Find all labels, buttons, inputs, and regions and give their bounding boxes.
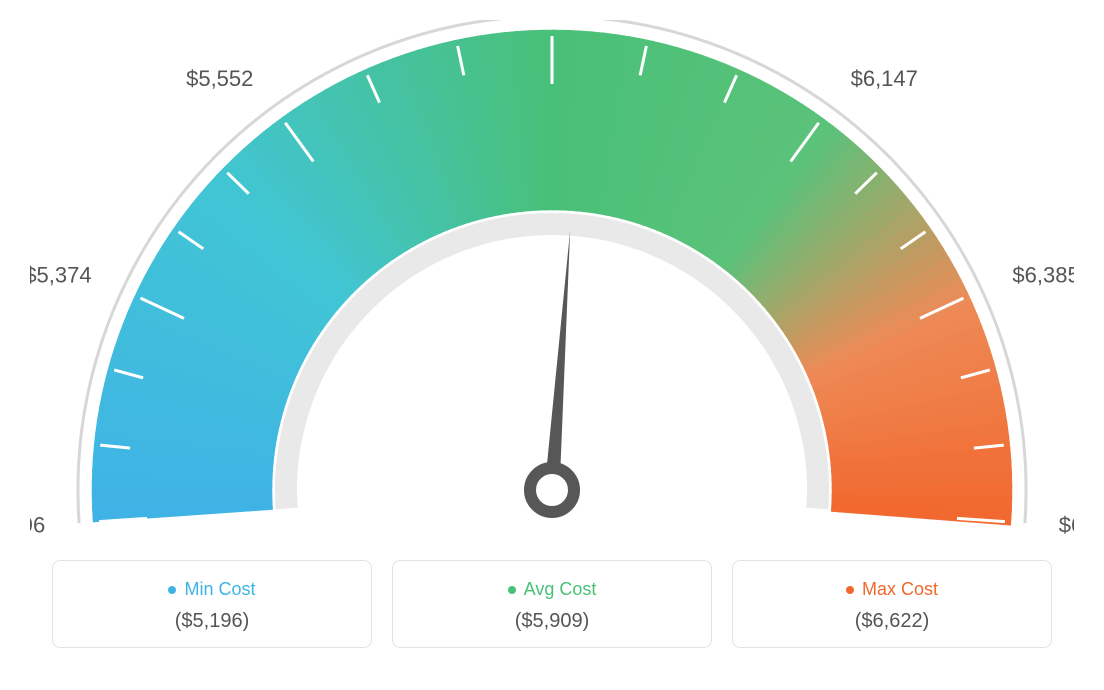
- legend-value-avg: ($5,909): [403, 610, 701, 633]
- svg-text:$5,196: $5,196: [30, 512, 45, 537]
- gauge-needle: [530, 231, 574, 512]
- legend-row: Min Cost ($5,196) Avg Cost ($5,909) Max …: [30, 560, 1074, 648]
- gauge-svg: $5,196$5,374$5,552$5,909$6,147$6,385$6,6…: [30, 20, 1074, 540]
- legend-label-min: Min Cost: [184, 579, 255, 600]
- legend-dot-min: [168, 586, 176, 594]
- svg-text:$5,552: $5,552: [186, 66, 253, 91]
- svg-text:$6,385: $6,385: [1012, 262, 1074, 287]
- legend-dot-max: [846, 586, 854, 594]
- legend-card-avg: Avg Cost ($5,909): [392, 560, 712, 648]
- svg-text:$5,374: $5,374: [30, 262, 92, 287]
- cost-gauge-chart: $5,196$5,374$5,552$5,909$6,147$6,385$6,6…: [30, 20, 1074, 540]
- legend-label-avg: Avg Cost: [524, 579, 597, 600]
- svg-text:$6,622: $6,622: [1059, 512, 1074, 537]
- legend-card-max: Max Cost ($6,622): [732, 560, 1052, 648]
- svg-text:$6,147: $6,147: [851, 66, 918, 91]
- legend-value-max: ($6,622): [743, 610, 1041, 633]
- legend-dot-avg: [508, 586, 516, 594]
- legend-value-min: ($5,196): [63, 610, 361, 633]
- legend-card-min: Min Cost ($5,196): [52, 560, 372, 648]
- legend-label-max: Max Cost: [862, 579, 938, 600]
